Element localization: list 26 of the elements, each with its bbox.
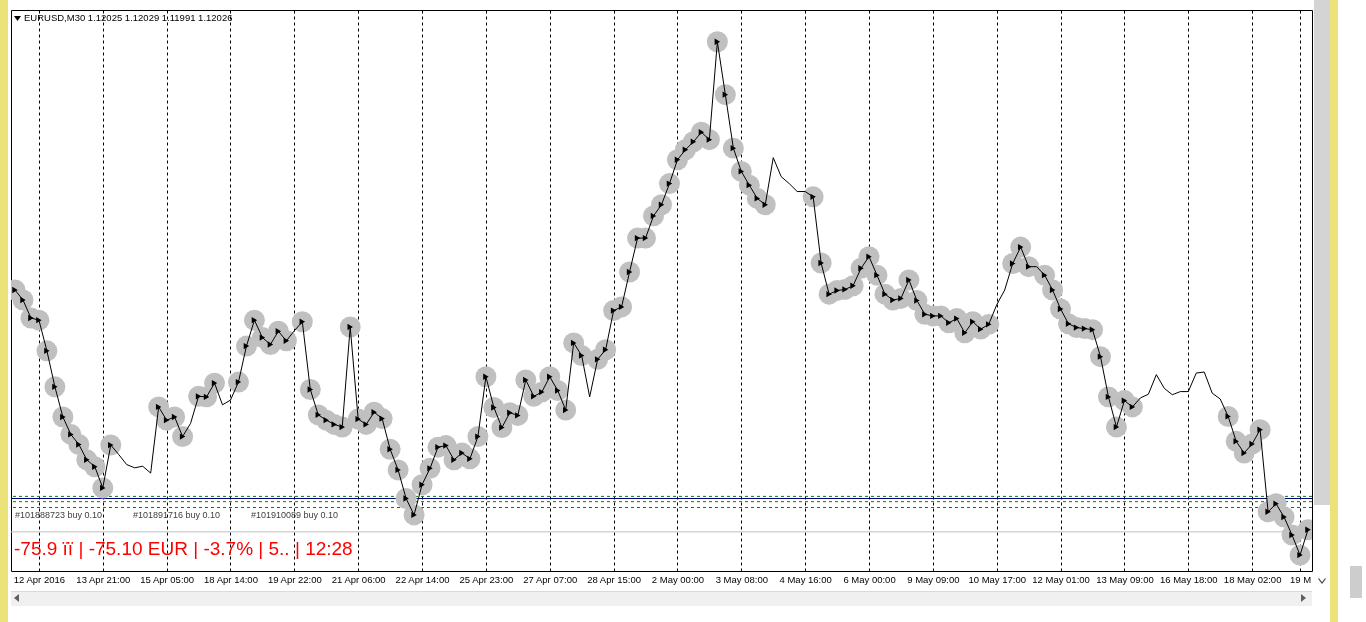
x-tick-label: 21 Apr 06:00 — [331, 573, 386, 585]
x-tick-label: 19 M — [1289, 573, 1312, 585]
x-tick-label: 18 Apr 14:00 — [204, 573, 258, 585]
x-tick-label: 13 May 09:00 — [1096, 573, 1154, 585]
chart-title: EURUSD,M30 1.12025 1.12029 1.11991 1.12026 — [24, 12, 233, 23]
x-tick-label: 12 Apr 2016 — [13, 573, 66, 585]
x-tick-label: 9 May 09:00 — [907, 573, 960, 585]
x-tick-label: 28 Apr 15:00 — [587, 573, 642, 585]
x-tick-label: 4 May 16:00 — [779, 573, 832, 585]
annotation: -75.9 ïï | -75.10 EUR | -3.7% | 5.. | 12:28 — [14, 538, 353, 559]
x-tick-label: 15 Apr 05:00 — [140, 573, 195, 585]
x-tick-label: 18 May 02:00 — [1223, 573, 1282, 585]
x-tick-label: 2 May 00:00 — [651, 573, 705, 585]
x-tick-label: 22 Apr 14:00 — [395, 573, 450, 585]
x-tick-label: 3 May 08:00 — [715, 573, 768, 585]
ref-line-label: #101891716 buy 0.10 — [133, 510, 221, 521]
x-tick-label: 25 Apr 23:00 — [459, 573, 514, 585]
x-tick-label: 6 May 00:00 — [843, 573, 896, 585]
x-tick-label: 10 May 17:00 — [968, 573, 1027, 585]
ref-line-label: #101910089 buy 0.10 — [251, 510, 339, 521]
x-tick-label: 19 Apr 22:00 — [267, 573, 322, 585]
x-tick-label: 16 May 18:00 — [1160, 573, 1218, 585]
x-tick-label: 12 May 01:00 — [1032, 573, 1090, 585]
ref-line-label: #101888723 buy 0.10 — [15, 510, 103, 521]
x-tick-label: 13 Apr 21:00 — [76, 573, 131, 585]
x-tick-label: 27 Apr 07:00 — [523, 573, 578, 585]
